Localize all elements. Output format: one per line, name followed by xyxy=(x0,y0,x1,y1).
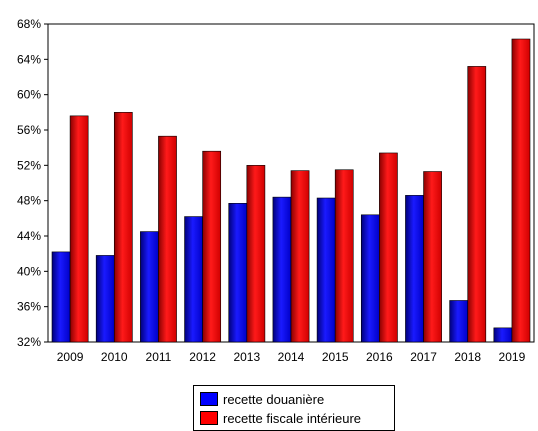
axes: 32% 36% 40% 44% 48% 52% 56% 60% 64% 68% 2009 2010 20… xyxy=(17,17,535,364)
chart-plot: 32% 36% 40% 44% 48% 52% 56% 60% 64% 68% 2009 2010 20… xyxy=(17,17,535,364)
bar-customs-2009 xyxy=(51,251,71,343)
x-tick-label: 2016 xyxy=(366,350,393,364)
y-tick-label: 68% xyxy=(17,17,41,31)
legend-item-customs: recette douanière xyxy=(200,390,324,408)
x-tick-label: 2011 xyxy=(146,350,172,364)
y-tick-label: 52% xyxy=(17,158,41,172)
x-tick-label: 2013 xyxy=(233,350,260,364)
x-tick-label: 2012 xyxy=(189,350,216,364)
bar-domestic-tax-2019 xyxy=(511,38,531,343)
bars xyxy=(51,38,531,343)
bar-customs-2016 xyxy=(360,214,380,343)
bar-customs-2013 xyxy=(228,203,248,343)
bar-domestic-tax-2014 xyxy=(290,170,310,343)
y-tick-label: 44% xyxy=(17,229,41,243)
y-tick-label: 48% xyxy=(17,194,41,208)
bar-customs-2019 xyxy=(493,327,513,343)
bar-domestic-tax-2016 xyxy=(379,152,398,343)
bar-domestic-tax-2009 xyxy=(69,115,89,343)
legend-swatch-customs xyxy=(200,392,218,406)
y-tick-label: 36% xyxy=(17,300,41,314)
bar-customs-2010 xyxy=(95,255,115,343)
y-tick-label: 60% xyxy=(17,88,41,102)
legend-item-domestic-tax: recette fiscale intérieure xyxy=(200,409,361,427)
bar-customs-2015 xyxy=(316,197,336,343)
bar-domestic-tax-2018 xyxy=(467,66,487,343)
legend-label-domestic-tax: recette fiscale intérieure xyxy=(223,410,362,426)
y-tick-label: 40% xyxy=(17,264,41,278)
legend-label-customs: recette douanière xyxy=(223,391,325,407)
y-tick-label: 64% xyxy=(17,52,41,66)
bar-domestic-tax-2017 xyxy=(423,171,442,343)
bar-domestic-tax-2010 xyxy=(113,112,133,343)
bar-customs-2011 xyxy=(140,231,159,343)
bar-domestic-tax-2013 xyxy=(246,165,266,343)
x-tick-label: 2015 xyxy=(322,350,349,364)
x-tick-label: 2019 xyxy=(499,350,526,364)
bar-customs-2014 xyxy=(272,196,292,343)
x-tick-label: 2009 xyxy=(57,350,84,364)
y-tick-label: 56% xyxy=(17,123,41,137)
bar-customs-2012 xyxy=(184,216,203,343)
bar-domestic-tax-2012 xyxy=(202,150,222,343)
y-tick-label: 32% xyxy=(17,335,41,349)
x-tick-label: 2018 xyxy=(454,350,481,364)
x-tick-label: 2014 xyxy=(278,350,305,364)
bar-domestic-tax-2015 xyxy=(334,169,354,343)
bar-customs-2017 xyxy=(405,195,424,343)
legend: recette douanière recette fiscale intéri… xyxy=(193,385,395,431)
x-tick-label: 2017 xyxy=(410,350,437,364)
legend-swatch-domestic-tax xyxy=(200,411,218,425)
x-tick-label: 2010 xyxy=(101,350,128,364)
bar-customs-2018 xyxy=(449,300,469,343)
bar-domestic-tax-2011 xyxy=(158,135,177,343)
